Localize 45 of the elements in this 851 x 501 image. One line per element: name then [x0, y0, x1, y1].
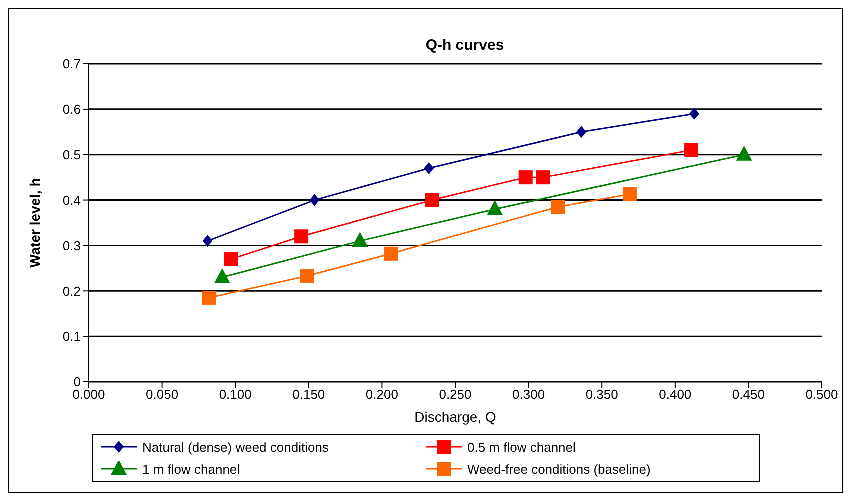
- x-tick-label: 0.250: [439, 387, 472, 402]
- x-tick-label: 0.000: [72, 387, 106, 402]
- y-tick-label: 0: [74, 374, 81, 390]
- point: [424, 162, 434, 174]
- point: [294, 230, 309, 244]
- legend-label: 1 m flow channel: [142, 462, 240, 476]
- y-tick-label: 0.3: [62, 238, 81, 254]
- x-tick-label: 0.200: [366, 387, 398, 402]
- point: [224, 252, 238, 266]
- point: [487, 200, 504, 216]
- y-axis-title: Water level, h: [26, 178, 43, 268]
- y-tick-label: 0.1: [62, 329, 81, 344]
- point: [214, 268, 230, 284]
- x-tick-label: 0.350: [586, 387, 618, 402]
- legend-label: 0.5 m flow channel: [468, 440, 576, 454]
- x-tick-label: 0.400: [659, 387, 692, 402]
- point: [202, 290, 216, 305]
- point: [352, 232, 368, 248]
- x-tick-label: 0.500: [806, 387, 838, 402]
- y-tick-label: 0.6: [62, 102, 81, 118]
- point: [202, 235, 213, 248]
- legend-label: Weed-free conditions (baseline): [468, 462, 651, 476]
- legend-label: Natural (dense) weed conditions: [142, 440, 329, 454]
- x-tick-label: 0.050: [146, 387, 179, 402]
- point: [689, 108, 700, 120]
- point: [384, 246, 398, 261]
- y-tick-label: 0.2: [62, 284, 81, 299]
- y-tick-label: 0.5: [62, 147, 81, 162]
- y-tick-label: 0.4: [62, 192, 81, 208]
- y-tick-label: 0.7: [62, 56, 81, 72]
- x-axis-title: Discharge, Q: [414, 409, 496, 425]
- point: [622, 187, 637, 202]
- point: [684, 143, 699, 158]
- point: [425, 193, 440, 208]
- x-tick-label: 0.450: [732, 387, 765, 402]
- point: [576, 126, 587, 138]
- x-tick-label: 0.300: [512, 387, 546, 402]
- chart-title: Q-h curves: [424, 37, 506, 54]
- point: [536, 170, 550, 185]
- point: [300, 269, 314, 284]
- point: [551, 200, 566, 214]
- point: [310, 194, 320, 206]
- point: [518, 170, 533, 185]
- x-tick-label: 0.100: [219, 387, 252, 402]
- x-tick-label: 0.150: [292, 387, 326, 402]
